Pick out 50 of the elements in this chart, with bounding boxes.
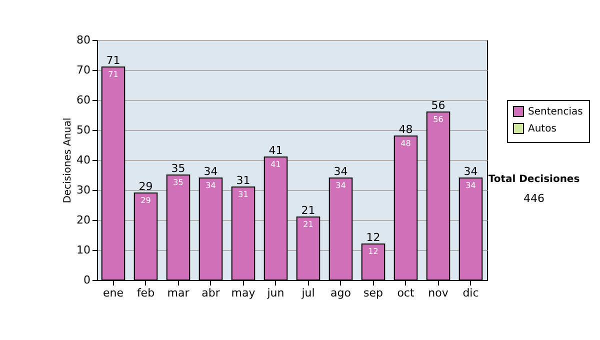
x-tick-label: abr [202,286,220,300]
data-label: 34 [336,181,346,190]
x-tick-label: may [231,286,256,300]
data-label: 21 [303,220,314,229]
y-tick-label: 80 [76,34,90,46]
data-label: 34 [206,181,216,190]
data-label: 12 [368,247,378,256]
data-label: 41 [270,160,281,169]
x-tick-label: dic [462,286,479,300]
legend-label: Sentencias [528,106,583,118]
data-label: 56 [433,115,444,124]
total-label: 41 [268,144,283,157]
total-label: 34 [204,165,218,178]
total-label: 34 [334,165,348,178]
x-tick-label: feb [136,286,155,300]
y-tick-label: 0 [84,274,90,286]
legend-label: Autos [528,124,556,134]
total-label: 35 [171,162,186,175]
y-tick-label: 20 [76,214,90,226]
total-label: 12 [366,231,380,244]
y-tick-label: 60 [76,94,90,106]
total-label: 56 [431,99,446,112]
x-tick-label: jun [266,286,284,300]
text: 446 [524,192,544,205]
y-tick-label: 10 [76,244,90,256]
total-label: 34 [464,165,478,178]
y-tick-label: 30 [76,184,90,196]
data-label: 71 [108,70,118,79]
x-tick-label: nov [428,286,449,300]
y-axis-title: Decisiones Anual [62,118,74,204]
data-label: 29 [140,196,151,205]
y-tick-label: 70 [76,64,90,76]
text: Total Decisiones [488,174,580,185]
x-tick-label: ene [102,286,124,300]
x-tick-label: oct [397,286,415,300]
data-label: 31 [238,190,248,199]
x-tick-label: sep [364,286,384,300]
total-label: 21 [301,204,316,217]
x-tick-label: ago [330,286,352,300]
total-label: 48 [398,123,413,136]
y-tick-label: 50 [76,124,90,136]
total-label: 71 [106,54,120,67]
y-tick-label: 40 [76,154,90,166]
data-label: 35 [173,178,184,187]
data-label: 48 [400,139,411,148]
data-label: 34 [466,181,476,190]
x-tick-label: mar [167,286,190,300]
x-tick-label: jul [300,286,315,300]
total-label: 31 [236,174,250,187]
total-label: 29 [138,180,153,193]
